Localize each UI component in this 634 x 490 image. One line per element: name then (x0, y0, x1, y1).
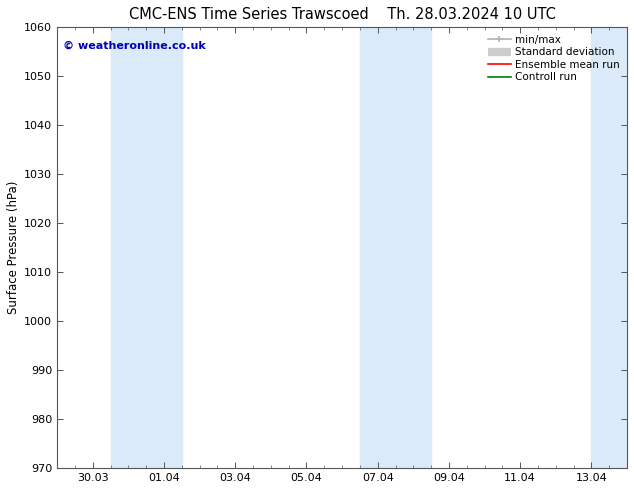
Legend: min/max, Standard deviation, Ensemble mean run, Controll run: min/max, Standard deviation, Ensemble me… (486, 32, 622, 84)
Title: CMC-ENS Time Series Trawscoed    Th. 28.03.2024 10 UTC: CMC-ENS Time Series Trawscoed Th. 28.03.… (129, 7, 555, 22)
Text: © weatheronline.co.uk: © weatheronline.co.uk (63, 41, 205, 50)
Bar (360, 27, 431, 468)
Y-axis label: Surface Pressure (hPa): Surface Pressure (hPa) (7, 181, 20, 315)
Bar (110, 27, 182, 468)
Bar (592, 27, 627, 468)
